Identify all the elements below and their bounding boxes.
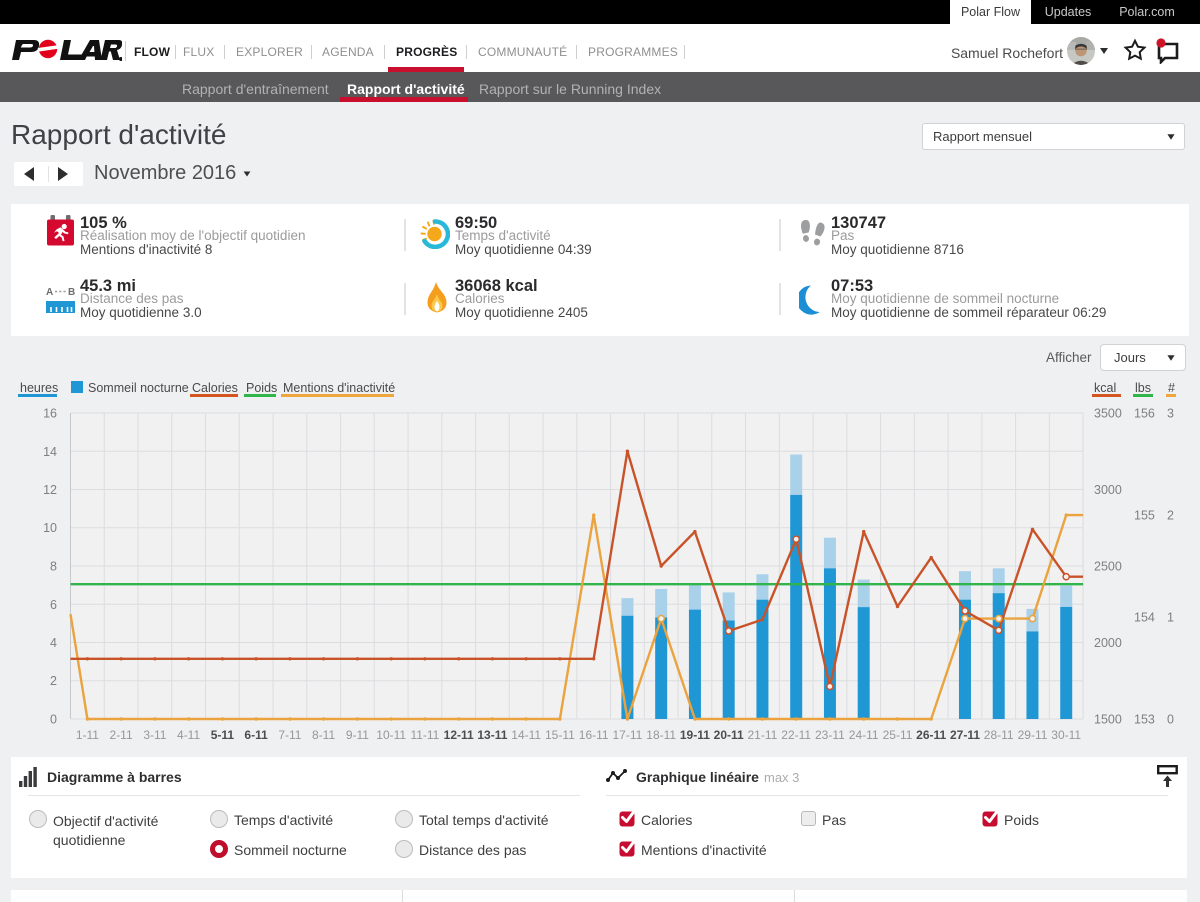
svg-text:14-11: 14-11 xyxy=(511,728,541,742)
svg-text:3500: 3500 xyxy=(1094,407,1122,421)
svg-text:1-11: 1-11 xyxy=(76,728,99,742)
svg-text:1: 1 xyxy=(1167,611,1174,625)
svg-text:7-11: 7-11 xyxy=(278,728,301,742)
svg-text:24-11: 24-11 xyxy=(849,728,879,742)
svg-text:25-11: 25-11 xyxy=(883,728,913,742)
svg-text:28-11: 28-11 xyxy=(984,728,1014,742)
svg-text:21-11: 21-11 xyxy=(747,728,777,742)
svg-text:156: 156 xyxy=(1134,407,1155,421)
svg-text:12: 12 xyxy=(43,483,57,497)
svg-text:10: 10 xyxy=(43,521,57,535)
svg-text:12-11: 12-11 xyxy=(444,728,474,742)
svg-text:B: B xyxy=(68,287,75,298)
svg-text:29-11: 29-11 xyxy=(1018,728,1048,742)
svg-text:2-11: 2-11 xyxy=(110,728,133,742)
svg-text:4-11: 4-11 xyxy=(177,728,200,742)
svg-text:3: 3 xyxy=(1167,407,1174,421)
svg-text:2: 2 xyxy=(1167,509,1174,523)
svg-text:16-11: 16-11 xyxy=(579,728,609,742)
svg-text:A: A xyxy=(46,287,53,298)
svg-text:15-11: 15-11 xyxy=(545,728,575,742)
svg-text:2000: 2000 xyxy=(1094,636,1122,650)
svg-text:23-11: 23-11 xyxy=(815,728,845,742)
svg-text:8-11: 8-11 xyxy=(312,728,335,742)
svg-text:8: 8 xyxy=(50,560,57,574)
svg-text:6-11: 6-11 xyxy=(244,728,268,742)
svg-text:10-11: 10-11 xyxy=(376,728,406,742)
svg-text:154: 154 xyxy=(1134,611,1155,625)
svg-text:26-11: 26-11 xyxy=(916,728,946,742)
svg-text:17-11: 17-11 xyxy=(612,728,642,742)
svg-text:2500: 2500 xyxy=(1094,560,1122,574)
svg-text:11-11: 11-11 xyxy=(410,728,439,742)
svg-text:155: 155 xyxy=(1134,509,1155,523)
svg-text:3-11: 3-11 xyxy=(143,728,166,742)
svg-text:20-11: 20-11 xyxy=(714,728,744,742)
svg-text:2: 2 xyxy=(50,674,57,688)
svg-text:13-11: 13-11 xyxy=(477,728,507,742)
svg-text:6: 6 xyxy=(50,598,57,612)
svg-text:18-11: 18-11 xyxy=(646,728,676,742)
svg-text:16: 16 xyxy=(43,407,57,421)
svg-text:30-11: 30-11 xyxy=(1051,728,1081,742)
svg-text:0: 0 xyxy=(50,713,57,727)
svg-text:27-11: 27-11 xyxy=(950,728,980,742)
svg-text:1500: 1500 xyxy=(1094,713,1122,727)
svg-text:22-11: 22-11 xyxy=(781,728,811,742)
svg-text:5-11: 5-11 xyxy=(211,728,235,742)
svg-text:3000: 3000 xyxy=(1094,483,1122,497)
svg-text:19-11: 19-11 xyxy=(680,728,710,742)
svg-text:153: 153 xyxy=(1134,713,1155,727)
svg-text:9-11: 9-11 xyxy=(346,728,369,742)
svg-text:4: 4 xyxy=(50,636,57,650)
svg-text:0: 0 xyxy=(1167,713,1174,727)
svg-text:14: 14 xyxy=(43,445,57,459)
